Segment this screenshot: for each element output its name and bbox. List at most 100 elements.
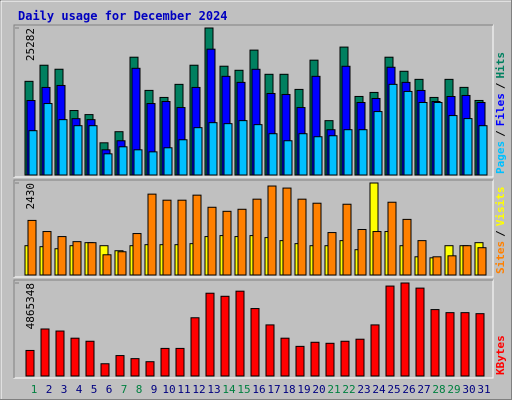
- legend: Sites / Visits: [494, 187, 507, 275]
- bar: [25, 349, 35, 377]
- bar: [145, 361, 155, 377]
- legend-separator: /: [494, 82, 507, 89]
- bar: [133, 149, 143, 176]
- bar: [40, 328, 50, 377]
- bar: [162, 199, 172, 276]
- bar: [370, 324, 380, 377]
- legend-separator: /: [494, 230, 507, 237]
- x-tick-label: 22: [342, 383, 355, 396]
- bar: [433, 101, 443, 176]
- x-tick-label: 19: [297, 383, 310, 396]
- bar: [417, 240, 427, 276]
- bar: [100, 363, 110, 377]
- bar: [28, 130, 38, 176]
- bar: [103, 153, 113, 176]
- bar: [400, 282, 410, 377]
- bar: [372, 231, 382, 276]
- x-tick-label: 4: [76, 383, 83, 396]
- bar: [475, 313, 485, 377]
- x-tick-label: 3: [61, 383, 68, 396]
- x-tick-label: 27: [417, 383, 430, 396]
- bar: [415, 287, 425, 377]
- bar: [358, 129, 368, 176]
- bar: [388, 83, 398, 176]
- x-tick-label: 17: [267, 383, 280, 396]
- bar: [253, 124, 263, 176]
- bar: [298, 133, 308, 176]
- bar: [163, 147, 173, 176]
- bar: [70, 337, 80, 377]
- x-tick-label: 30: [462, 383, 475, 396]
- bar: [43, 103, 53, 176]
- bar: [205, 292, 215, 377]
- bar: [87, 242, 97, 276]
- x-tick-label: 18: [282, 383, 295, 396]
- y-tick-label: 2430: [24, 183, 37, 210]
- x-tick-label: 8: [136, 383, 143, 396]
- bar: [462, 245, 472, 276]
- bar: [160, 347, 170, 377]
- legend-separator: /: [494, 130, 507, 137]
- bar: [117, 251, 127, 276]
- bar: [355, 338, 365, 377]
- bar: [325, 342, 335, 377]
- bar: [85, 340, 95, 377]
- bar: [340, 340, 350, 377]
- bar: [267, 185, 277, 276]
- bar: [282, 187, 292, 276]
- x-tick-label: 13: [207, 383, 220, 396]
- legend-entry: Pages: [494, 141, 507, 174]
- bar: [252, 198, 262, 276]
- bar: [27, 219, 37, 276]
- bar: [115, 355, 125, 377]
- bar: [403, 90, 413, 176]
- bar: [343, 129, 353, 176]
- x-tick-label: 11: [177, 383, 190, 396]
- x-tick-label: 9: [151, 383, 158, 396]
- bar: [430, 309, 440, 377]
- x-tick-label: 21: [327, 383, 340, 396]
- bar: [222, 210, 232, 276]
- bar: [102, 254, 112, 276]
- bar: [208, 122, 218, 176]
- bar: [220, 295, 230, 377]
- bar: [207, 206, 217, 276]
- bar: [328, 135, 338, 176]
- bar: [190, 317, 200, 377]
- legend-entry: KBytes: [494, 335, 507, 375]
- bar: [42, 231, 52, 276]
- bar: [223, 123, 233, 176]
- bar: [88, 125, 98, 176]
- panel-bevel: [13, 279, 493, 378]
- x-tick-label: 7: [121, 383, 128, 396]
- x-tick-label: 25: [387, 383, 400, 396]
- x-tick-label: 12: [192, 383, 205, 396]
- legend-entry: Sites: [494, 241, 507, 274]
- bar: [312, 202, 322, 276]
- x-tick-label: 26: [402, 383, 415, 396]
- bar: [402, 218, 412, 276]
- bar: [342, 203, 352, 276]
- x-tick-label: 14: [222, 383, 236, 396]
- bar: [280, 337, 290, 377]
- bar: [432, 256, 442, 276]
- bar: [283, 140, 293, 176]
- legend-entry: Visits: [494, 187, 507, 227]
- legend-entry: Files: [494, 93, 507, 126]
- bar: [295, 345, 305, 377]
- panel-bevel: [13, 179, 493, 277]
- bar: [72, 241, 82, 276]
- legend: Pages / Files / Hits: [494, 52, 507, 174]
- x-tick-label: 16: [252, 383, 265, 396]
- bar: [118, 146, 128, 176]
- bar: [448, 115, 458, 176]
- x-tick-label: 28: [432, 383, 445, 396]
- legend: KBytes: [494, 335, 507, 375]
- bar: [250, 308, 260, 377]
- x-tick-label: 6: [106, 383, 113, 396]
- x-tick-label: 15: [237, 383, 250, 396]
- bar: [132, 233, 142, 276]
- bar: [357, 228, 367, 276]
- bar: [268, 133, 278, 176]
- bar: [373, 111, 383, 176]
